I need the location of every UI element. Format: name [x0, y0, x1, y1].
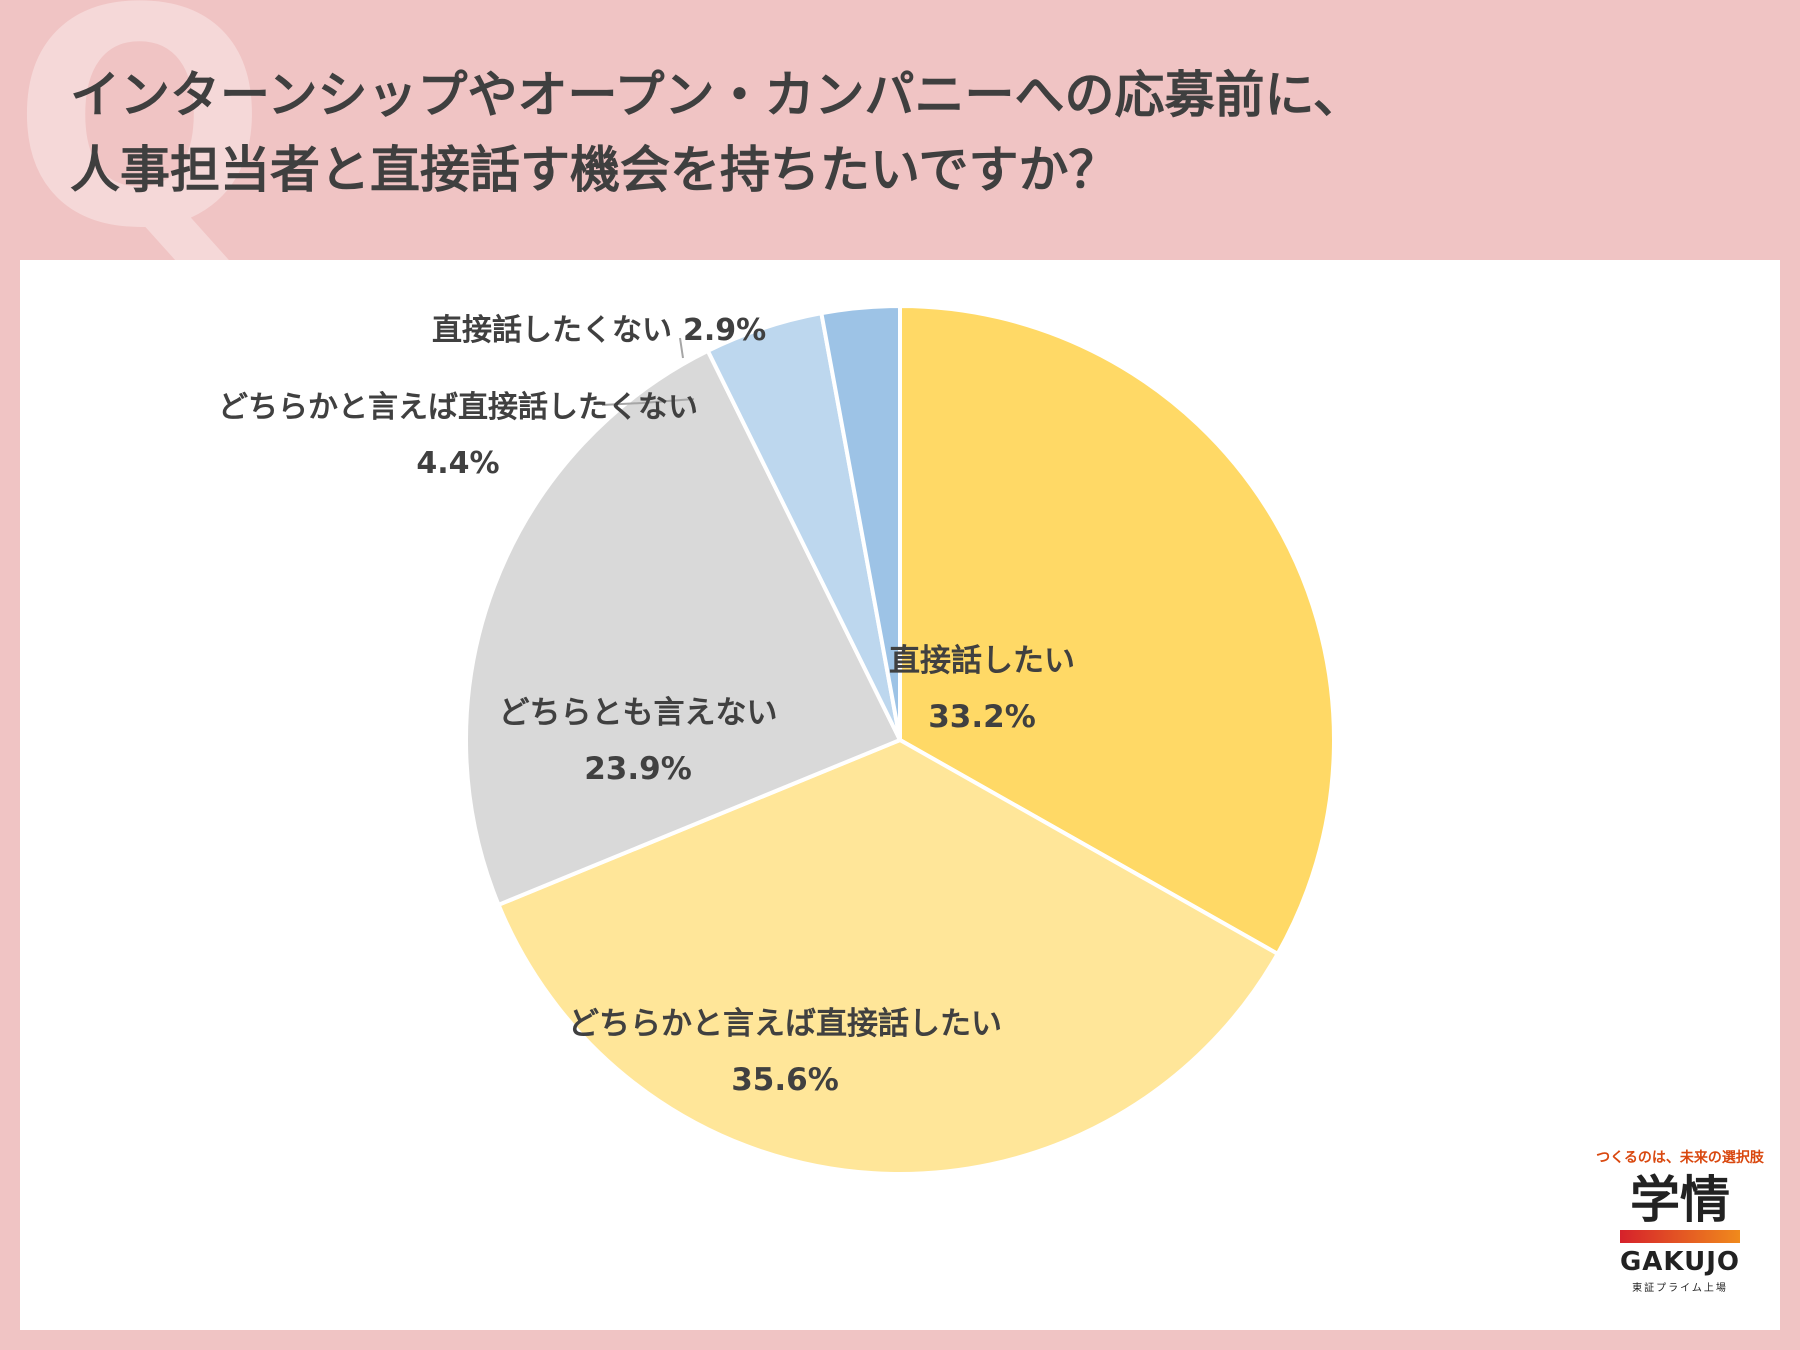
logo-mark: 学情	[1630, 1171, 1730, 1229]
page-title: インターンシップやオープン・カンパニーへの応募前に、 人事担当者と直接話す機会を…	[70, 58, 1750, 208]
pie-chart: 直接話したい 33.2% どちらかと言えば直接話したい 35.6% どちらとも言…	[218, 304, 1336, 1176]
title-line-1: インターンシップやオープン・カンパニーへの応募前に、	[70, 66, 1363, 124]
question-watermark: Q	[12, 0, 268, 294]
pie-slice-0	[898, 304, 1336, 956]
leader-line-slice-4	[679, 337, 684, 359]
slice-label-1: どちらかと言えば直接話したい	[568, 1006, 1002, 1042]
pie-slice-4	[819, 304, 902, 742]
slice-value-0: 33.2%	[928, 699, 1036, 735]
pie-slice-1	[496, 738, 1280, 1176]
leader-line-slice-3	[601, 398, 695, 406]
slice-label-2: どちらとも言えない	[499, 695, 778, 731]
slice-value-2: 23.9%	[584, 751, 692, 787]
slice-value-4: 2.9%	[683, 313, 766, 348]
pie-slice-2	[464, 348, 902, 907]
slice-label-0: 直接話したい	[889, 643, 1075, 679]
logo-name: GAKUJO	[1619, 1247, 1741, 1277]
logo-bar	[1620, 1230, 1740, 1243]
slice-label-4: 直接話したくない	[432, 313, 672, 348]
pie-slices	[464, 304, 1336, 1176]
slice-label-3: どちらかと言えば直接話したくない	[218, 390, 698, 425]
gakujo-logo: つくるのは、未来の選択肢 学情 GAKUJO 東証プライム上場	[1590, 1145, 1770, 1315]
chart-panel: 直接話したい 33.2% どちらかと言えば直接話したい 35.6% どちらとも言…	[20, 260, 1780, 1330]
slice-value-1: 35.6%	[731, 1062, 839, 1098]
title-line-2: 人事担当者と直接話す機会を持ちたいですか？	[70, 141, 1119, 199]
leader-lines	[601, 337, 695, 406]
logo-subtitle: 東証プライム上場	[1632, 1283, 1728, 1294]
slice-value-3: 4.4%	[416, 446, 499, 481]
logo-tagline: つくるのは、未来の選択肢	[1596, 1150, 1764, 1166]
